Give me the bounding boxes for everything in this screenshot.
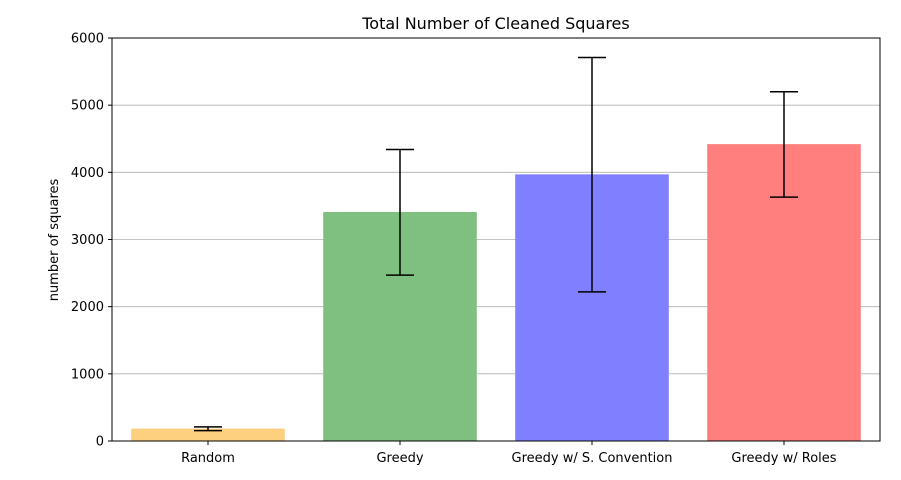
x-tick-label: Greedy — [376, 451, 423, 466]
y-tick-label: 4000 — [71, 166, 104, 181]
chart-title: Total Number of Cleaned Squares — [361, 14, 629, 33]
error-bars — [194, 56, 798, 432]
tick-labels: 0 1000 2000 3000 4000 5000 6000 Random Greedy Gre… — [71, 32, 837, 467]
y-tick-label: 2000 — [71, 300, 104, 315]
x-tick-label: Random — [181, 451, 235, 466]
x-tick-label: Greedy w/ S. Convention — [512, 451, 673, 466]
axes — [108, 37, 881, 445]
y-tick-label: 0 — [96, 435, 104, 450]
bar — [131, 428, 285, 441]
plot-frame — [111, 37, 881, 442]
y-tick-label: 6000 — [71, 32, 104, 47]
y-tick-label: 5000 — [71, 99, 104, 114]
y-axis-label: number of squares — [47, 178, 62, 301]
x-tick-label: Greedy w/ Roles — [731, 451, 836, 466]
y-tick-label: 1000 — [71, 367, 104, 382]
y-tick-label: 3000 — [71, 233, 104, 248]
bars — [131, 144, 861, 441]
